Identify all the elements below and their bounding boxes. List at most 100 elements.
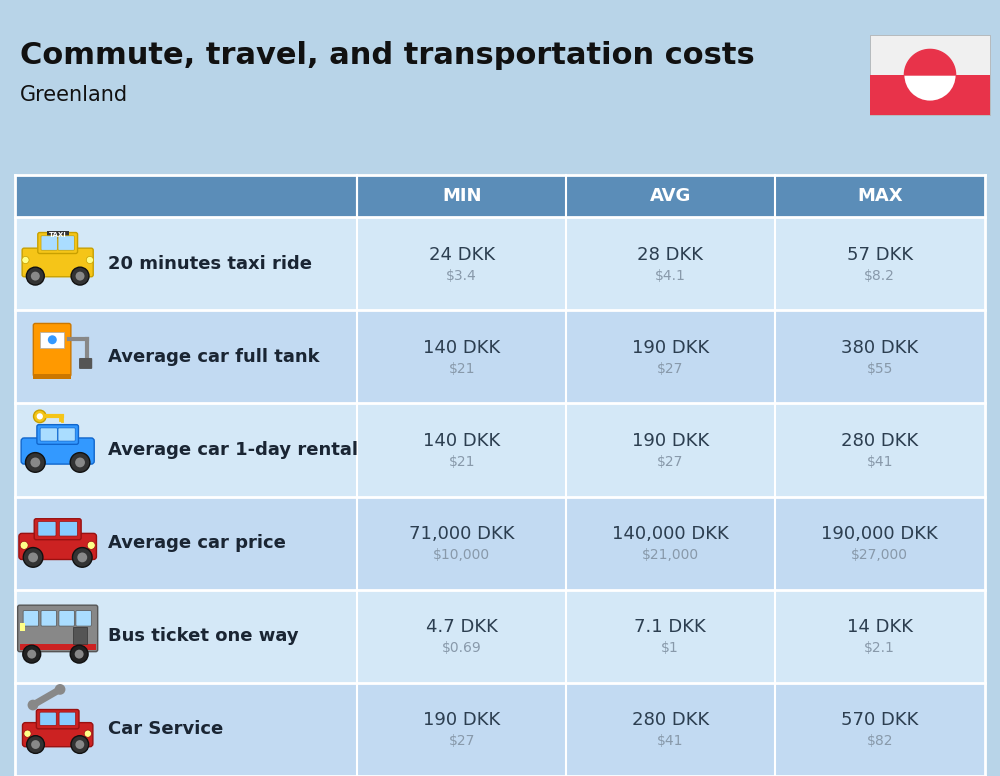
Text: $41: $41 — [867, 455, 893, 469]
FancyBboxPatch shape — [41, 611, 56, 626]
Circle shape — [27, 650, 36, 659]
Circle shape — [24, 730, 31, 737]
Text: 190 DKK: 190 DKK — [423, 712, 500, 729]
FancyBboxPatch shape — [34, 518, 81, 540]
Text: 190,000 DKK: 190,000 DKK — [821, 525, 938, 543]
FancyBboxPatch shape — [58, 236, 74, 251]
Text: Average car price: Average car price — [108, 534, 286, 552]
Text: 380 DKK: 380 DKK — [841, 339, 918, 357]
Text: 190 DKK: 190 DKK — [632, 432, 709, 450]
FancyBboxPatch shape — [18, 605, 98, 652]
FancyBboxPatch shape — [21, 438, 94, 464]
Text: 140,000 DKK: 140,000 DKK — [612, 525, 729, 543]
FancyBboxPatch shape — [38, 521, 56, 536]
Text: MAX: MAX — [857, 187, 903, 205]
Circle shape — [26, 267, 44, 285]
Text: Bus ticket one way: Bus ticket one way — [108, 627, 299, 646]
Text: 190 DKK: 190 DKK — [632, 339, 709, 357]
Bar — [20, 623, 25, 631]
Circle shape — [25, 452, 45, 473]
Text: 280 DKK: 280 DKK — [841, 432, 918, 450]
Text: Greenland: Greenland — [20, 85, 128, 105]
Text: 28 DKK: 28 DKK — [637, 245, 703, 264]
Text: $27: $27 — [657, 455, 683, 469]
Text: 280 DKK: 280 DKK — [632, 712, 709, 729]
Circle shape — [37, 414, 43, 420]
Circle shape — [55, 684, 65, 695]
Text: TAXI: TAXI — [49, 232, 67, 238]
Circle shape — [71, 736, 89, 753]
Text: MIN: MIN — [442, 187, 481, 205]
Circle shape — [904, 50, 956, 101]
Bar — [15, 310, 985, 404]
Text: 4.7 DKK: 4.7 DKK — [426, 618, 498, 636]
FancyBboxPatch shape — [41, 236, 57, 251]
Bar — [15, 175, 985, 217]
FancyBboxPatch shape — [38, 233, 78, 254]
FancyBboxPatch shape — [59, 521, 77, 536]
Circle shape — [23, 548, 43, 567]
Circle shape — [30, 458, 40, 467]
Text: Commute, travel, and transportation costs: Commute, travel, and transportation cost… — [20, 40, 755, 70]
Bar — [73, 627, 87, 644]
Text: AVG: AVG — [650, 187, 691, 205]
Circle shape — [34, 410, 46, 423]
FancyBboxPatch shape — [79, 358, 92, 369]
Circle shape — [86, 256, 93, 264]
FancyBboxPatch shape — [37, 424, 78, 445]
FancyBboxPatch shape — [23, 611, 39, 626]
Text: $27,000: $27,000 — [851, 548, 908, 562]
Text: $27: $27 — [657, 362, 683, 376]
Circle shape — [23, 645, 41, 663]
Text: $1: $1 — [661, 641, 679, 655]
Circle shape — [87, 542, 95, 549]
Text: 140 DKK: 140 DKK — [423, 432, 500, 450]
Text: $3.4: $3.4 — [446, 268, 477, 282]
Text: $4.1: $4.1 — [655, 268, 686, 282]
FancyBboxPatch shape — [40, 712, 56, 726]
Circle shape — [77, 553, 87, 563]
Circle shape — [75, 650, 84, 659]
Text: $2.1: $2.1 — [864, 641, 895, 655]
Circle shape — [48, 335, 57, 345]
Circle shape — [22, 256, 29, 264]
Circle shape — [70, 645, 88, 663]
Text: $21: $21 — [448, 455, 475, 469]
Text: 140 DKK: 140 DKK — [423, 339, 500, 357]
Polygon shape — [904, 50, 956, 75]
Text: $27: $27 — [448, 734, 475, 748]
Circle shape — [28, 700, 38, 710]
FancyBboxPatch shape — [59, 611, 74, 626]
FancyBboxPatch shape — [22, 248, 93, 277]
Circle shape — [27, 736, 44, 753]
Bar — [15, 217, 985, 310]
Circle shape — [28, 553, 38, 563]
Bar — [15, 683, 985, 776]
Circle shape — [84, 730, 91, 737]
Text: 7.1 DKK: 7.1 DKK — [634, 618, 706, 636]
Circle shape — [71, 267, 89, 285]
Text: 57 DKK: 57 DKK — [847, 245, 913, 264]
Text: Car Service: Car Service — [108, 720, 224, 739]
Text: $0.69: $0.69 — [442, 641, 482, 655]
Circle shape — [31, 272, 40, 281]
Bar — [20, 644, 96, 650]
FancyBboxPatch shape — [59, 712, 76, 726]
Circle shape — [76, 272, 85, 281]
Text: 570 DKK: 570 DKK — [841, 712, 918, 729]
Bar — [15, 590, 985, 683]
Circle shape — [31, 740, 40, 749]
Text: 14 DKK: 14 DKK — [847, 618, 913, 636]
Bar — [40, 332, 64, 348]
Text: Average car 1-day rental: Average car 1-day rental — [108, 441, 358, 459]
FancyBboxPatch shape — [36, 709, 79, 729]
Text: $21: $21 — [448, 362, 475, 376]
Text: $21,000: $21,000 — [642, 548, 699, 562]
Text: $8.2: $8.2 — [864, 268, 895, 282]
FancyBboxPatch shape — [33, 324, 71, 376]
Text: 71,000 DKK: 71,000 DKK — [409, 525, 514, 543]
Circle shape — [72, 548, 92, 567]
FancyBboxPatch shape — [19, 533, 96, 559]
Bar — [870, 35, 990, 115]
Circle shape — [75, 740, 84, 749]
